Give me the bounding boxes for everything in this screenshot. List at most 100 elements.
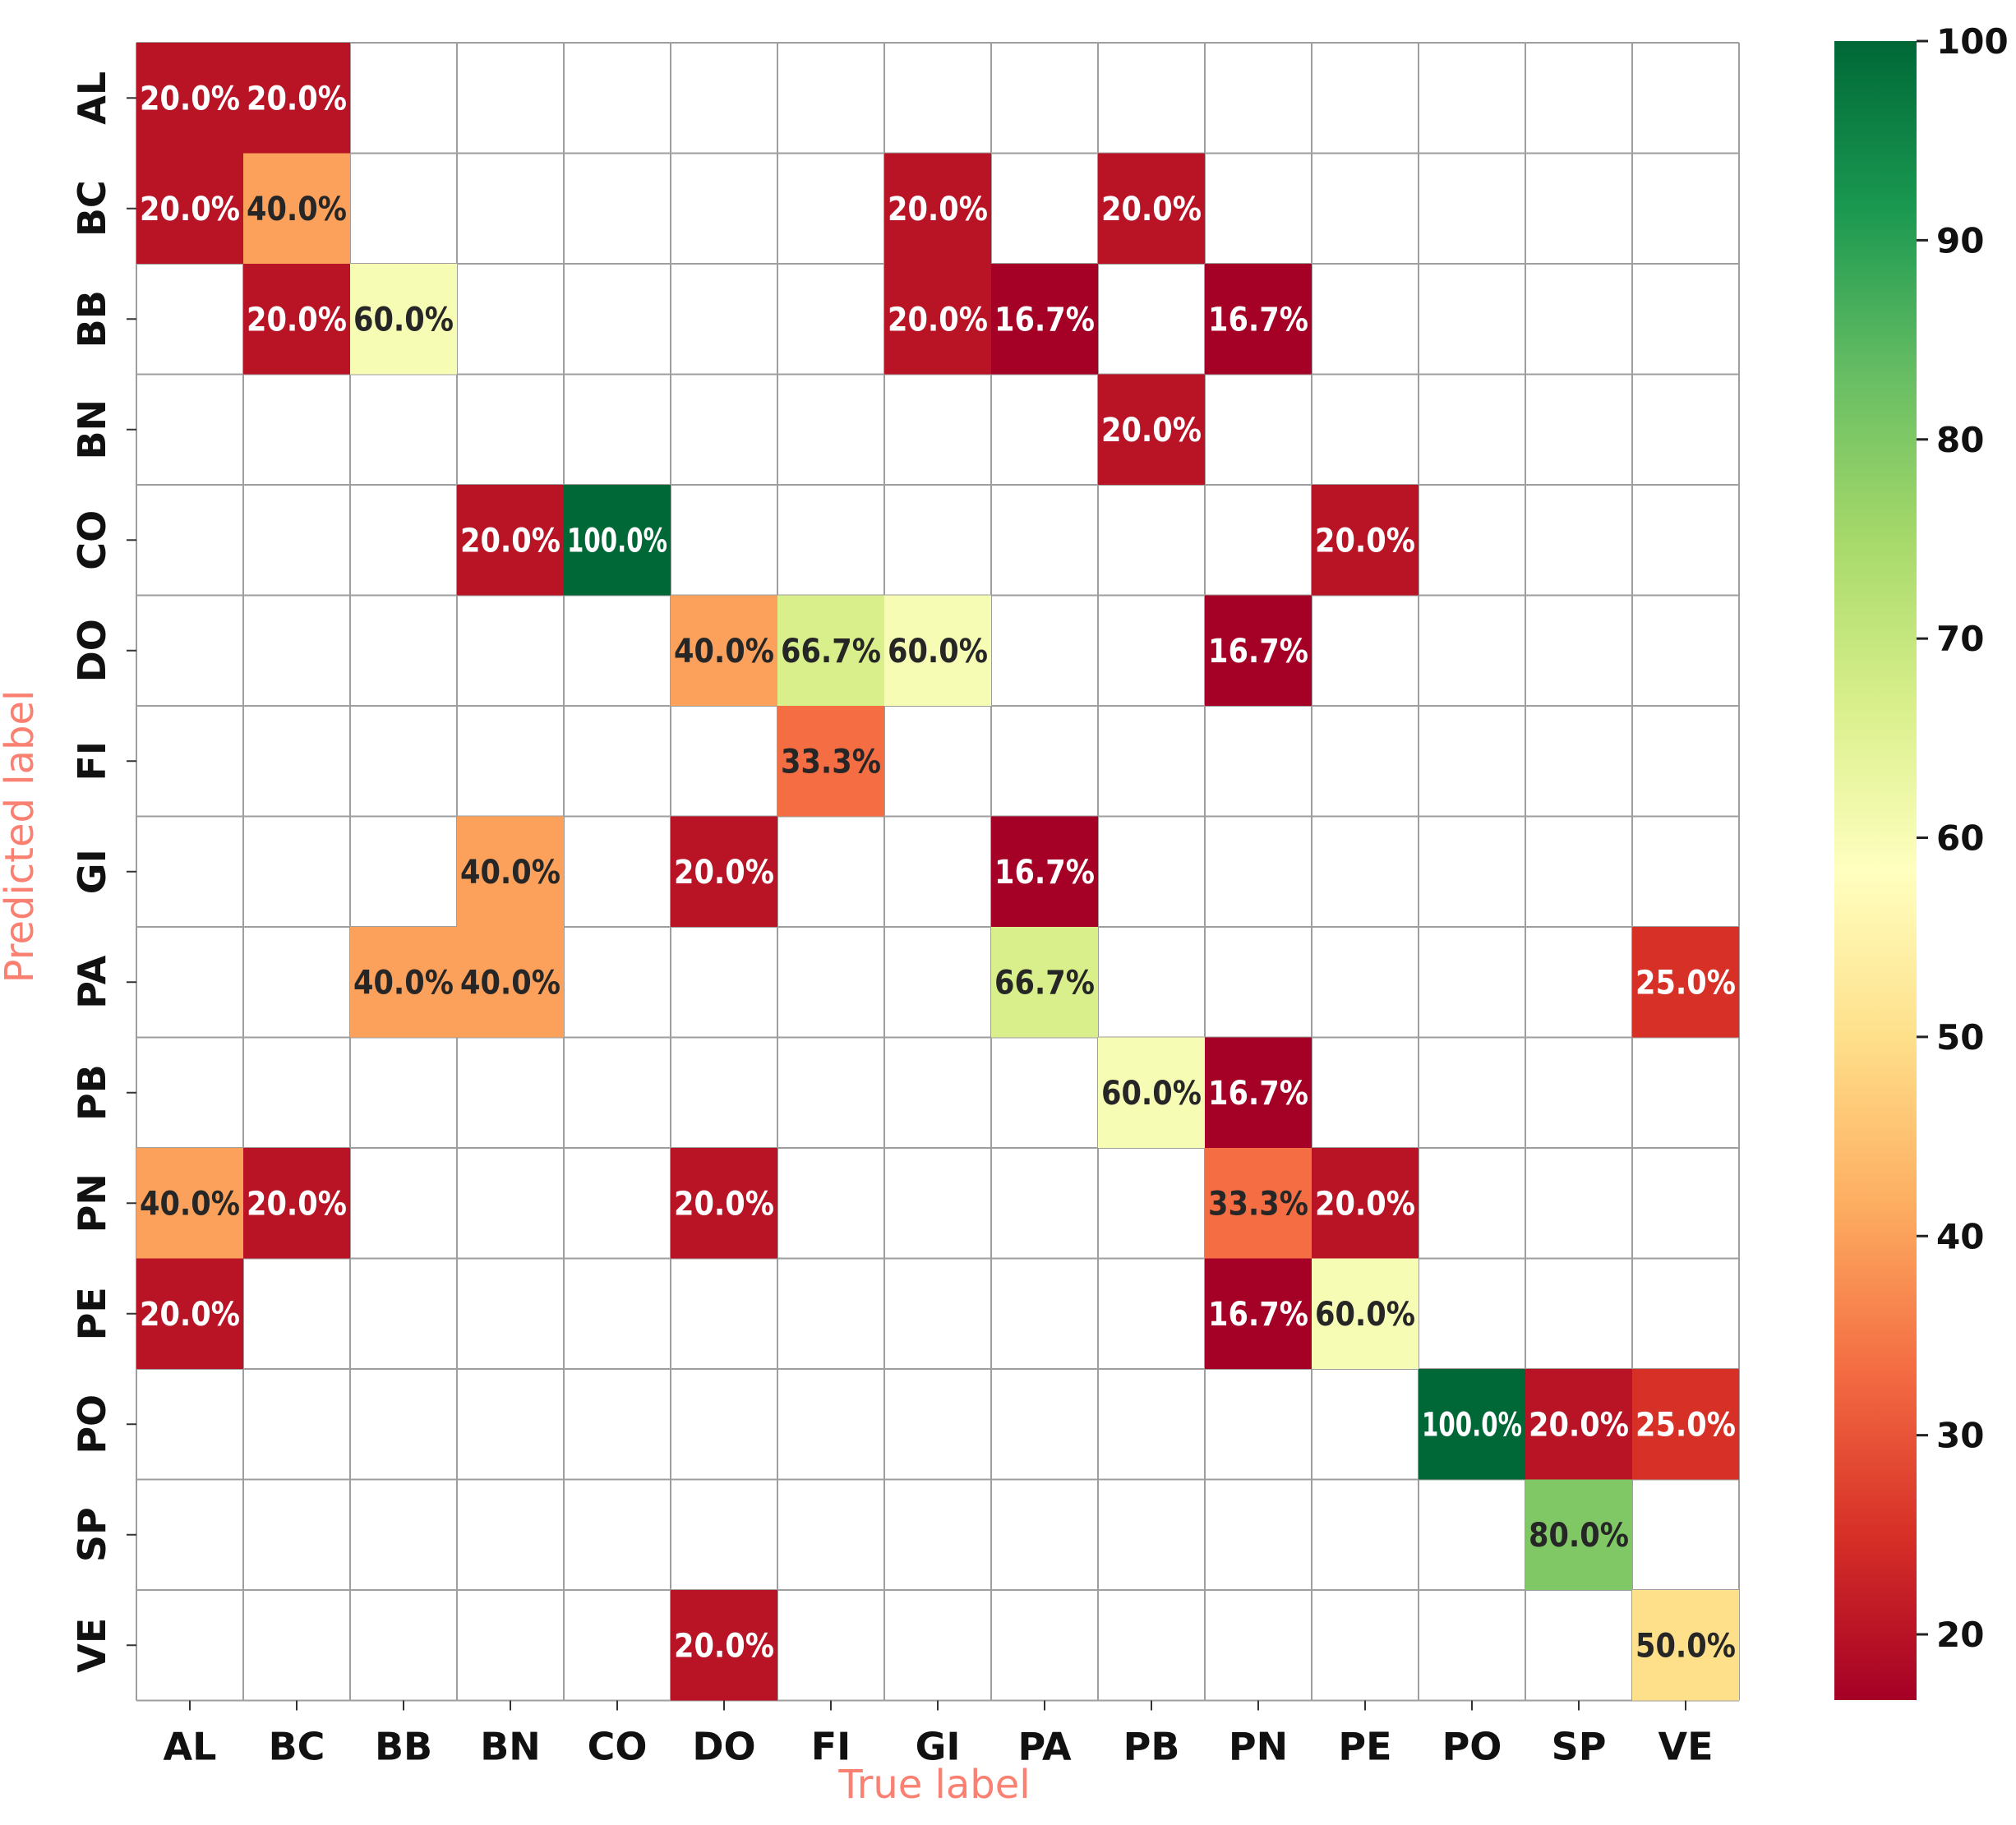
cell-value-label: 20.0%	[140, 1296, 240, 1334]
cell-rect	[243, 264, 350, 375]
cell-rect	[457, 485, 564, 596]
x-tick-label-pe: PE	[1338, 1725, 1391, 1769]
cell-value-label: 20.0%	[1315, 522, 1415, 560]
x-tick-label-co: CO	[588, 1725, 648, 1769]
cell-rect	[350, 264, 457, 375]
cell-value-label: 20.0%	[140, 80, 240, 118]
heatmap-cell-po-po: 100.0%	[1419, 1369, 1525, 1480]
cell-rect	[1205, 264, 1312, 375]
cell-rect	[1525, 1369, 1632, 1480]
cell-rect	[671, 1590, 777, 1701]
cell-rect	[991, 927, 1098, 1038]
y-tick-label-sp: SP	[70, 1507, 114, 1562]
cell-rect	[777, 595, 884, 706]
heatmap-cell-do-gi: 60.0%	[884, 595, 991, 706]
heatmap-cell-ve-do: 20.0%	[671, 1590, 777, 1701]
cell-value-label: 16.7%	[994, 301, 1095, 339]
x-axis-title: True label	[837, 1762, 1030, 1808]
cell-value-label: 66.7%	[994, 964, 1095, 1002]
x-tick-label-bc: BC	[269, 1725, 325, 1769]
colorbar-tick-label: 60	[1936, 818, 1984, 859]
heatmap-cell-pb-pb: 60.0%	[1098, 1037, 1205, 1148]
cell-value-label: 20.0%	[1529, 1406, 1629, 1444]
cell-rect	[671, 816, 777, 927]
x-tick-label-fi: FI	[811, 1725, 851, 1769]
cell-value-label: 20.0%	[888, 191, 988, 228]
cell-value-label: 40.0%	[460, 854, 561, 892]
cell-rect	[564, 485, 671, 596]
cell-rect	[1205, 1148, 1312, 1259]
heatmap-cell-do-fi: 66.7%	[777, 595, 884, 706]
cell-rect	[777, 706, 884, 817]
y-tick-label-bb: BB	[70, 290, 114, 348]
cell-rect	[243, 1148, 350, 1259]
cell-value-label: 40.0%	[247, 191, 347, 228]
heatmap-cell-pa-ve: 25.0%	[1632, 927, 1739, 1038]
y-tick-label-bn: BN	[70, 399, 114, 460]
cell-value-label: 40.0%	[460, 964, 561, 1002]
colorbar	[1834, 41, 1917, 1700]
cell-rect	[350, 927, 457, 1038]
cell-value-label: 20.0%	[1101, 191, 1202, 228]
y-tick-label-pa: PA	[70, 955, 114, 1008]
cell-rect	[1525, 1479, 1632, 1590]
heatmap-cell-bc-gi: 20.0%	[884, 153, 991, 264]
heatmap-cell-pa-pa: 66.7%	[991, 927, 1098, 1038]
cell-rect	[1632, 1590, 1739, 1701]
heatmap-cell-po-sp: 20.0%	[1525, 1369, 1632, 1480]
x-tick-label-bb: BB	[375, 1725, 432, 1769]
cell-rect	[136, 43, 243, 154]
cell-rect	[671, 595, 777, 706]
x-tick-label-al: AL	[164, 1725, 217, 1769]
cell-rect	[136, 1258, 243, 1369]
heatmap-cell-ve-ve: 50.0%	[1632, 1590, 1739, 1701]
cell-rect	[991, 816, 1098, 927]
cell-value-label: 16.7%	[1208, 1075, 1308, 1113]
heatmap-cell-co-co: 100.0%	[564, 485, 671, 596]
cell-value-label: 20.0%	[674, 1185, 774, 1223]
cell-rect	[884, 595, 991, 706]
heatmap-cell-pn-pn: 33.3%	[1205, 1148, 1312, 1259]
cell-value-label: 20.0%	[674, 854, 774, 892]
heatmap-cell-bc-pb: 20.0%	[1098, 153, 1205, 264]
cell-value-label: 66.7%	[781, 633, 881, 671]
heatmap-cell-po-ve: 25.0%	[1632, 1369, 1739, 1480]
colorbar-tick-label: 100	[1936, 21, 2009, 62]
cell-rect	[1098, 374, 1205, 485]
cell-value-label: 60.0%	[1101, 1075, 1202, 1113]
heatmap-cell-bc-bc: 40.0%	[243, 153, 350, 264]
cell-value-label: 16.7%	[994, 854, 1095, 892]
cell-value-label: 16.7%	[1208, 633, 1308, 671]
cell-value-label: 40.0%	[140, 1185, 240, 1223]
cell-rect	[1205, 1037, 1312, 1148]
heatmap-cell-pn-do: 20.0%	[671, 1148, 777, 1259]
colorbar-tick-label: 30	[1936, 1416, 1984, 1456]
cell-value-label: 25.0%	[1635, 1406, 1736, 1444]
y-tick-label-pn: PN	[70, 1173, 114, 1233]
heatmap-cell-bb-pn: 16.7%	[1205, 264, 1312, 375]
cell-value-label: 60.0%	[888, 633, 988, 671]
heatmap-cell-gi-do: 20.0%	[671, 816, 777, 927]
cell-value-label: 20.0%	[1101, 412, 1202, 449]
cell-rect	[1419, 1369, 1525, 1480]
y-tick-label-pe: PE	[70, 1287, 114, 1340]
heatmap-cell-bc-al: 20.0%	[136, 153, 243, 264]
cell-value-label: 40.0%	[674, 633, 774, 671]
heatmap-cell-fi-fi: 33.3%	[777, 706, 884, 817]
heatmap-cell-pa-bb: 40.0%	[350, 927, 457, 1038]
heatmap-cell-co-pe: 20.0%	[1312, 485, 1419, 596]
cell-value-label: 60.0%	[353, 301, 454, 339]
cell-rect	[243, 153, 350, 264]
x-tick-label-pa: PA	[1017, 1725, 1071, 1769]
y-tick-label-co: CO	[70, 510, 114, 570]
y-tick-label-pb: PB	[70, 1064, 114, 1121]
x-tick-label-sp: SP	[1552, 1725, 1607, 1769]
cell-value-label: 20.0%	[140, 191, 240, 228]
cell-rect	[136, 1148, 243, 1259]
colorbar-tick-label: 40	[1936, 1216, 1984, 1256]
heatmap-cell-al-al: 20.0%	[136, 43, 243, 154]
cell-rect	[136, 153, 243, 264]
cell-rect	[1312, 1258, 1419, 1369]
cell-rect	[991, 264, 1098, 375]
